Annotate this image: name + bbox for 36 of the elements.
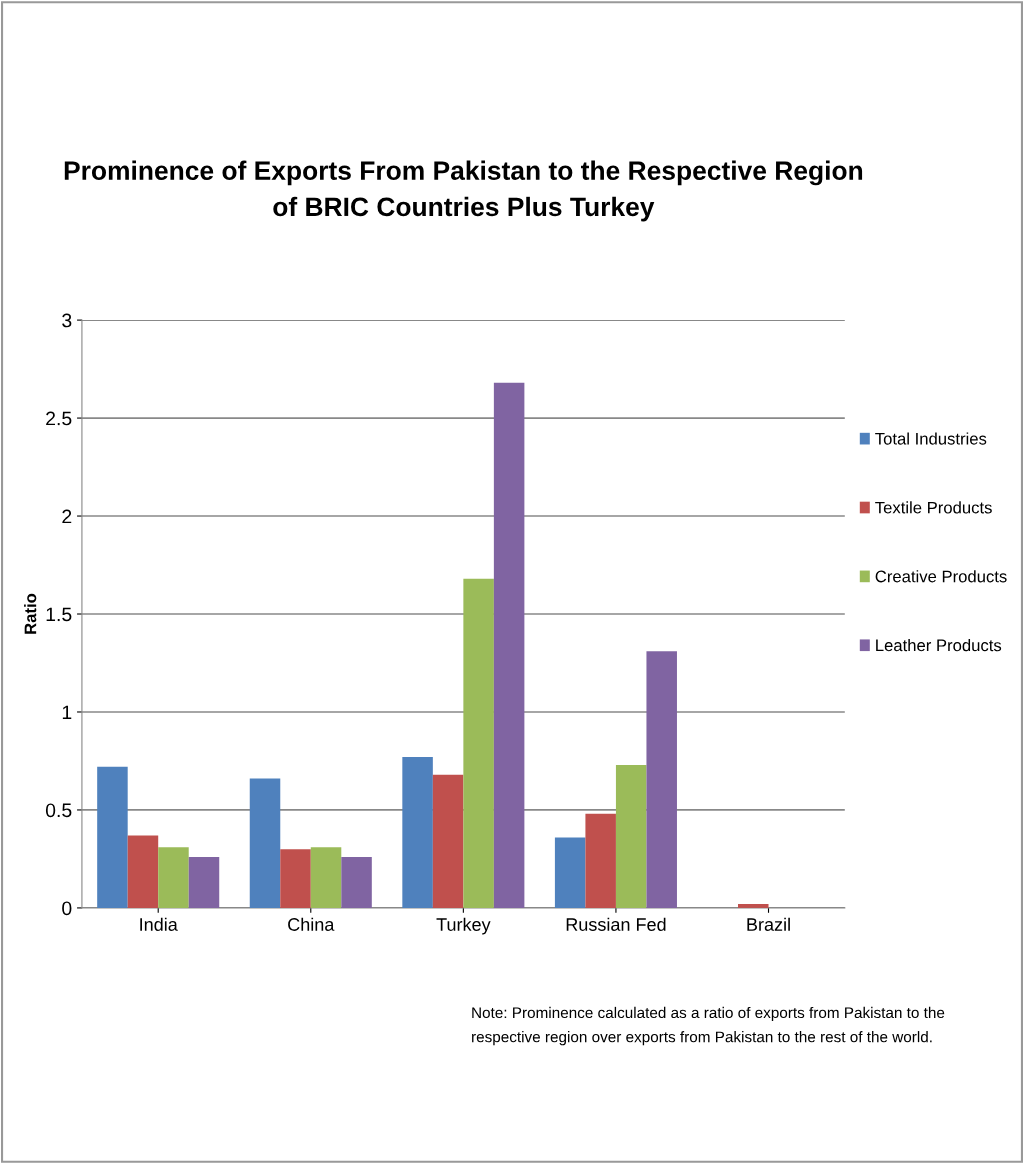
bar [341, 856, 372, 908]
bar [463, 578, 494, 908]
bar [646, 651, 677, 908]
y-tick-label: 1 [62, 705, 72, 720]
bar [249, 778, 281, 908]
bar [402, 757, 433, 908]
bar [493, 382, 525, 908]
x-tick-label: Russian Fed [566, 917, 666, 931]
legend-label: Textile Products [875, 501, 992, 514]
x-tick-label: Turkey [436, 917, 491, 935]
bar [127, 835, 159, 908]
bar [97, 766, 128, 908]
bar [280, 849, 311, 908]
bar [554, 837, 586, 908]
bar [432, 774, 464, 908]
y-tick-label: 2 [62, 509, 72, 524]
bar [310, 847, 342, 908]
chart-title: Prominence of Exports From Pakistan to the Respective Region of BRIC Countries Plus Turkey [64, 160, 863, 222]
x-tick-label: China [288, 917, 335, 931]
bar [585, 813, 616, 908]
text: Note: Prominence calculated as a ratio of exports from Pakistan to the respective region over exports from Pakistan to the rest of the world. [472, 1006, 945, 1046]
y-tick-label: 2.5 [46, 411, 72, 426]
legend-label: Leather Products [876, 639, 1002, 652]
bar [615, 764, 647, 908]
bar [188, 856, 220, 908]
legend-label: Creative Products [875, 570, 1007, 583]
x-tick-label: India [140, 917, 178, 931]
bar [738, 904, 769, 908]
y-tick-label: 0 [62, 901, 72, 916]
y-tick-label: 3 [62, 313, 72, 328]
y-tick-label: 1.5 [46, 607, 72, 622]
bar [158, 847, 189, 908]
legend-label: Total Industries [875, 432, 987, 445]
x-tick-label: Brazil [747, 917, 790, 931]
y-tick-label: 0.5 [45, 803, 72, 818]
y-axis-title: Ratio [24, 593, 37, 634]
